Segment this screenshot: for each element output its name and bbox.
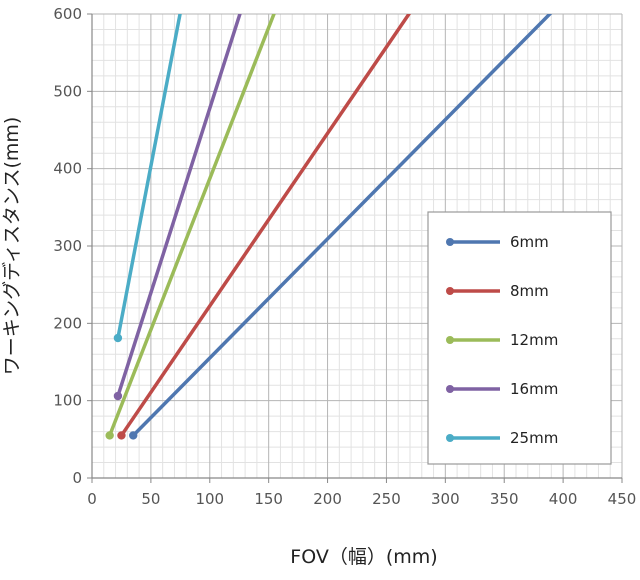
x-tick-label: 0 — [87, 490, 97, 508]
x-axis-title: FOV（幅）(mm) — [290, 546, 437, 568]
x-tick-label: 250 — [372, 490, 401, 508]
x-tick-label: 200 — [313, 490, 342, 508]
data-point-8mm — [117, 431, 126, 440]
x-tick-label: 350 — [490, 490, 519, 508]
data-point-12mm — [105, 431, 114, 440]
legend-marker — [446, 336, 454, 344]
x-tick-label: 150 — [254, 490, 283, 508]
legend-label: 12mm — [510, 331, 558, 349]
series-lines — [105, 14, 553, 440]
legend: 6mm 8mm 12mm 16mm 25mm — [427, 211, 612, 465]
y-tick-label: 300 — [53, 237, 82, 255]
legend-marker — [446, 287, 454, 295]
legend-marker — [446, 434, 454, 442]
y-tick-label: 100 — [53, 392, 82, 410]
data-point-25mm — [113, 333, 123, 343]
y-tick-label: 400 — [53, 160, 82, 178]
legend-marker — [446, 238, 454, 246]
y-axis-title: ワーキングディスタンス(mm) — [1, 117, 23, 376]
y-tick-label: 500 — [53, 82, 82, 100]
x-tick-label: 100 — [195, 490, 224, 508]
legend-label: 8mm — [510, 282, 549, 300]
series-line-16mm — [116, 14, 242, 397]
series-line-25mm — [116, 14, 182, 339]
x-tick-label: 400 — [549, 490, 578, 508]
x-tick-label: 50 — [141, 490, 160, 508]
series-line-8mm — [119, 14, 412, 437]
data-point-16mm — [113, 391, 123, 401]
y-tick-label: 200 — [53, 314, 82, 332]
data-point-6mm — [129, 431, 138, 440]
x-tick-label: 450 — [608, 490, 637, 508]
axes: 0 50 100 150 200 250 300 350 400 450 0 100 200 300 400… — [53, 5, 636, 508]
x-tick-label: 300 — [431, 490, 460, 508]
legend-box — [427, 211, 612, 465]
legend-label: 16mm — [510, 380, 558, 398]
series-line-12mm — [108, 14, 276, 437]
y-tick-label: 600 — [53, 5, 82, 23]
legend-marker — [446, 385, 454, 393]
y-tick-label: 0 — [72, 469, 82, 487]
legend-label: 6mm — [510, 233, 549, 251]
series-line-6mm — [131, 14, 553, 437]
legend-label: 25mm — [510, 429, 558, 447]
